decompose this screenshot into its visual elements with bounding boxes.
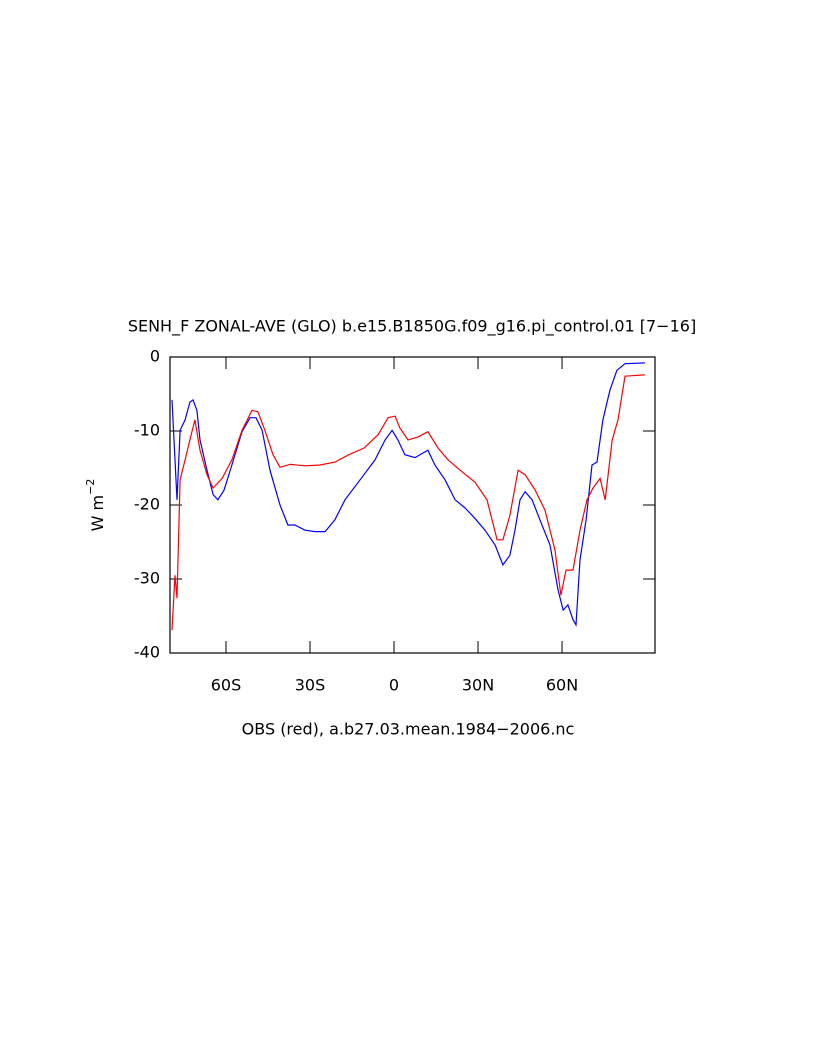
y-label-sup: −2 bbox=[84, 479, 97, 495]
y-tick-label: -30 bbox=[134, 569, 160, 588]
x-tick-label: 0 bbox=[389, 676, 399, 695]
y-tick-label: -20 bbox=[134, 495, 160, 514]
chart-title: SENH_F ZONAL-AVE (GLO) b.e15.B1850G.f09_… bbox=[128, 317, 696, 337]
plot-frame bbox=[169, 356, 656, 654]
y-tick-label: 0 bbox=[150, 347, 160, 366]
x-tick-label: 30N bbox=[462, 676, 494, 695]
y-axis-label: W m−2 bbox=[84, 479, 107, 532]
series-line bbox=[171, 374, 645, 631]
x-tick-label: 60N bbox=[546, 676, 578, 695]
x-tick-label: 60S bbox=[211, 676, 242, 695]
series-line bbox=[171, 362, 645, 627]
y-tick-label: -40 bbox=[134, 643, 160, 662]
x-tick-label: 30S bbox=[295, 676, 326, 695]
y-label-base: W m bbox=[88, 495, 107, 532]
x-axis-label: OBS (red), a.b27.03.mean.1984−2006.nc bbox=[242, 720, 575, 739]
y-tick-label: -10 bbox=[134, 421, 160, 440]
